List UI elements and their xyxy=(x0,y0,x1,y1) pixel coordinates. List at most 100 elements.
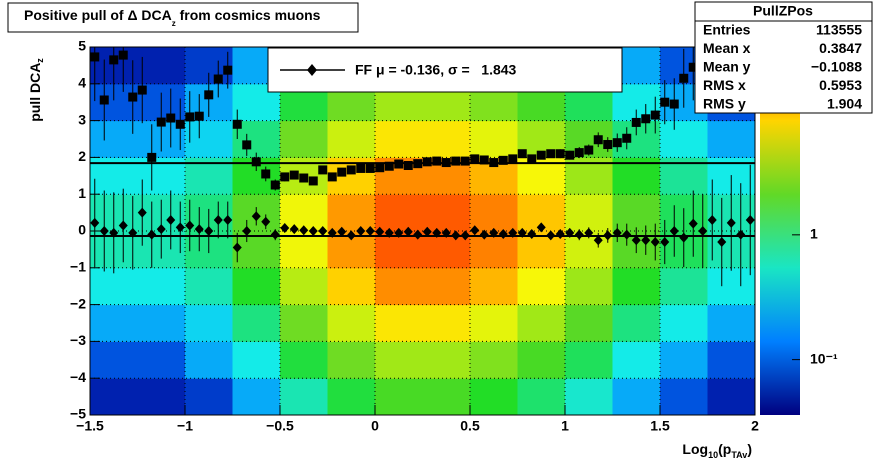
heat-cell xyxy=(612,378,661,415)
square-marker xyxy=(232,119,242,129)
square-marker xyxy=(669,99,679,109)
heat-cell xyxy=(422,304,471,342)
square-marker xyxy=(289,170,299,180)
heat-cell xyxy=(470,341,518,379)
square-marker xyxy=(574,148,584,158)
x-label-sub1: 10 xyxy=(708,450,718,460)
square-marker xyxy=(603,140,613,150)
square-marker xyxy=(679,73,689,83)
heat-cell xyxy=(707,267,755,306)
heat-cell xyxy=(612,341,661,379)
square-marker xyxy=(90,52,100,62)
heat-cell xyxy=(660,267,708,306)
heat-cell xyxy=(375,194,423,232)
heat-cell xyxy=(90,304,138,342)
heat-cell xyxy=(660,378,708,415)
square-marker xyxy=(299,173,309,183)
x-label-sub2: TAv xyxy=(731,450,747,460)
heat-cell xyxy=(707,304,755,342)
square-marker xyxy=(479,155,489,165)
square-marker xyxy=(375,163,385,173)
square-marker xyxy=(242,140,252,150)
heat-cell xyxy=(707,378,755,415)
diamond-marker xyxy=(650,237,660,248)
diamond-marker xyxy=(641,235,651,246)
square-marker xyxy=(194,111,204,121)
square-marker xyxy=(432,156,442,166)
heat-cell xyxy=(375,378,423,415)
heat-cell xyxy=(565,267,613,306)
heat-cell xyxy=(232,341,281,379)
heat-cell xyxy=(280,341,328,379)
heat-cell xyxy=(660,341,708,379)
y-axis-label: pull DCAz xyxy=(27,58,46,122)
square-marker xyxy=(137,85,147,95)
heat-cell xyxy=(137,341,186,379)
square-marker xyxy=(622,133,632,143)
stats-label: Entries xyxy=(703,22,751,38)
heat-cell xyxy=(470,378,518,415)
square-marker xyxy=(660,97,670,107)
heat-cell xyxy=(660,304,708,342)
diamond-marker xyxy=(128,227,138,238)
diamond-marker xyxy=(441,227,451,238)
y-tick-label: −2 xyxy=(70,295,86,311)
y-tick-label: −5 xyxy=(70,406,86,422)
x-tick-label: −1.5 xyxy=(76,418,104,434)
heat-cell xyxy=(470,120,518,158)
square-marker xyxy=(166,113,176,123)
stats-value: 0.5953 xyxy=(819,77,862,93)
heat-cell xyxy=(327,267,376,306)
square-marker xyxy=(441,158,451,168)
z-tick-label: 10⁻¹ xyxy=(810,350,838,366)
square-marker xyxy=(517,149,527,159)
diamond-marker xyxy=(99,226,109,236)
diamond-marker xyxy=(517,227,527,238)
heat-cell xyxy=(232,231,281,269)
heat-cell xyxy=(185,378,233,415)
heat-cell xyxy=(375,120,423,158)
diamond-marker xyxy=(574,229,584,240)
y-label-text: pull DCA xyxy=(27,63,43,122)
diamond-marker xyxy=(669,226,679,236)
heat-cell xyxy=(327,341,376,379)
diamond-marker xyxy=(498,228,508,239)
stats-name: PullZPos xyxy=(753,3,813,19)
square-marker xyxy=(527,154,537,164)
heat-cell xyxy=(517,267,566,306)
stats-value: 113555 xyxy=(816,22,862,38)
square-marker xyxy=(688,62,698,72)
title-box: Positive pull of Δ DCAz from cosmics muo… xyxy=(7,2,359,33)
heat-cell xyxy=(280,378,328,415)
x-tick-label: 2 xyxy=(751,418,759,434)
diamond-marker xyxy=(565,227,575,238)
square-marker xyxy=(565,150,575,160)
diamond-marker xyxy=(299,225,309,236)
diamond-marker xyxy=(707,214,717,225)
square-marker xyxy=(365,163,375,173)
diamond-marker xyxy=(489,227,499,238)
square-marker xyxy=(394,159,404,169)
z-tick-label: 1 xyxy=(810,226,818,242)
axes: −1.5 −1 −0.5 0 0.5 1 1.5 2 −5 −4 −3 −2 −1 0 1 2 3 4 5 xyxy=(70,38,759,434)
heat-cell xyxy=(185,304,233,342)
x-label-b: (p xyxy=(718,441,731,457)
square-marker xyxy=(555,149,565,159)
diamond-marker xyxy=(346,230,356,241)
diamond-marker xyxy=(147,229,157,240)
diamond-marker xyxy=(289,224,299,235)
y-tick-label: −4 xyxy=(70,369,86,385)
diamond-marker xyxy=(593,235,603,246)
y-tick-label: 4 xyxy=(78,75,86,91)
heat-cell xyxy=(707,120,755,158)
profile xyxy=(90,47,755,287)
heat-cell xyxy=(612,267,661,306)
diamond-marker xyxy=(546,230,556,241)
x-tick-label: 1.5 xyxy=(650,418,670,434)
y-tick-label: 1 xyxy=(78,185,86,201)
heat-cell xyxy=(185,120,233,158)
diamond-marker xyxy=(508,227,518,238)
diamond-marker xyxy=(365,226,375,236)
legend: FF μ = -0.136, σ = 1.843 xyxy=(267,47,623,93)
